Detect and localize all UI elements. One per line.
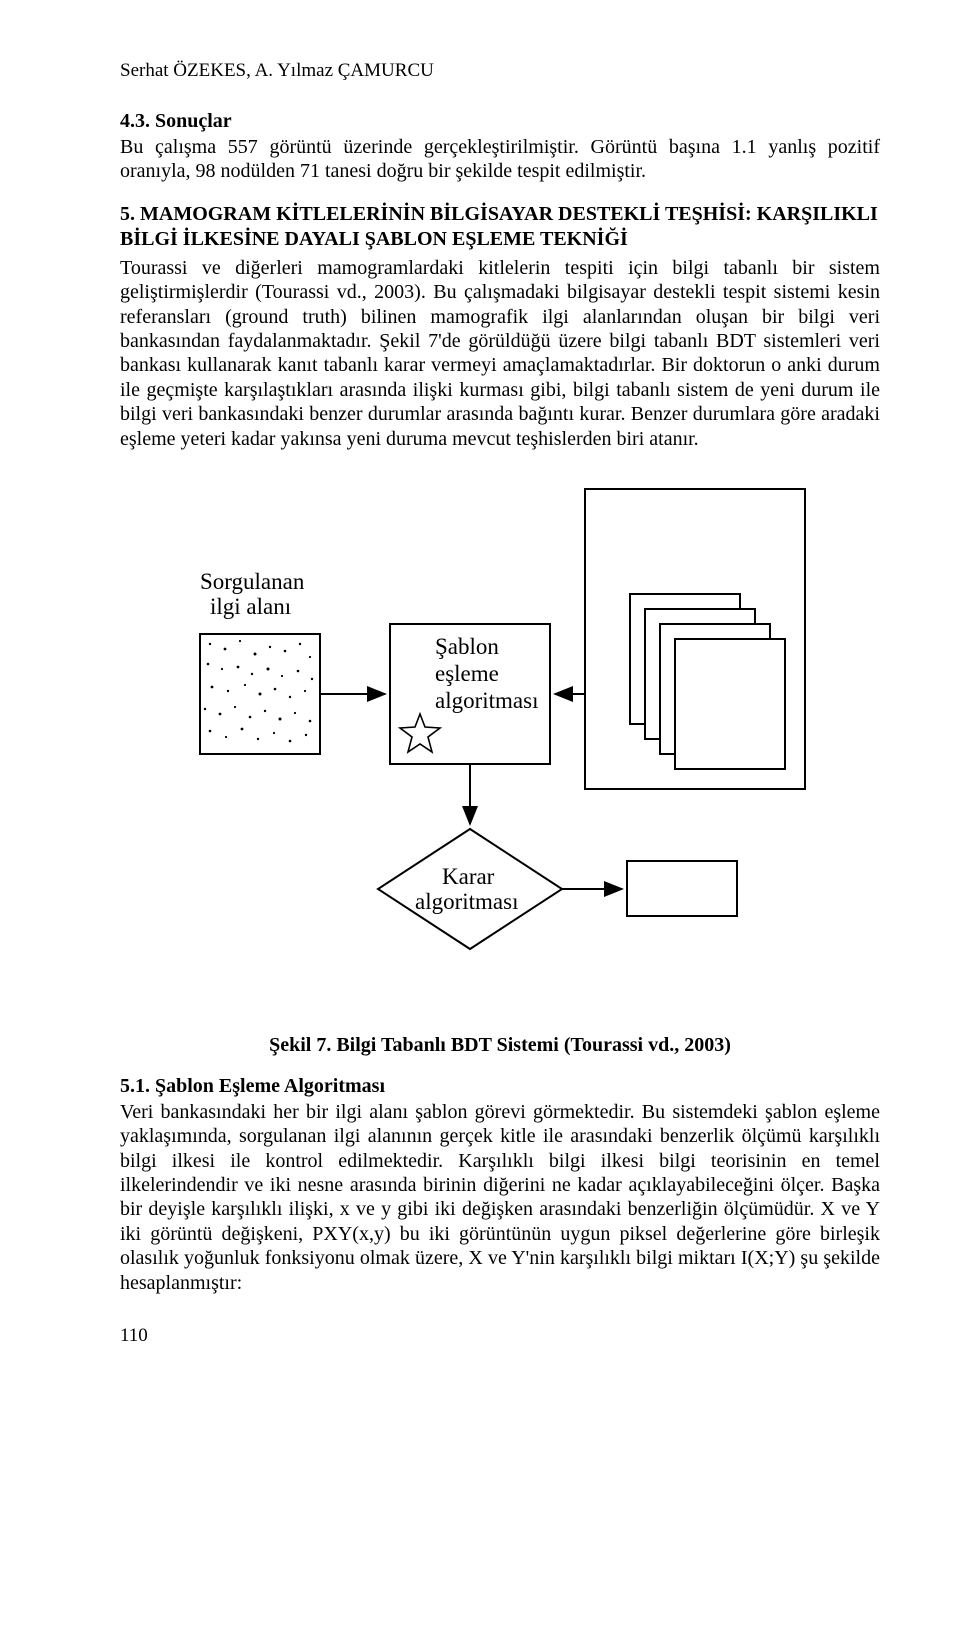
template-matching-box: Şablon eşleme algoritması — [390, 624, 550, 764]
section-5-1-heading: 5.1. Şablon Eşleme Algoritması — [120, 1075, 880, 1098]
template-box-line3: algoritması — [435, 688, 538, 713]
running-header: Serhat ÖZEKES, A. Yılmaz ÇAMURCU — [120, 60, 880, 82]
roi-square-icon — [200, 634, 320, 754]
decision-line2: algoritması — [415, 889, 518, 914]
section-5-heading: 5. MAMOGRAM KİTLELERİNİN BİLGİSAYAR DEST… — [120, 202, 880, 252]
page-number: 110 — [120, 1325, 880, 1347]
section-5-paragraph: Tourassi ve diğerleri mamogramlardaki ki… — [120, 256, 880, 451]
label-query-roi-line2: ilgi alanı — [210, 594, 291, 619]
decision-line1: Karar — [442, 864, 495, 889]
knowledge-bank-box — [585, 489, 805, 789]
template-box-line2: eşleme — [435, 661, 499, 686]
label-query-roi-line1: Sorgulanan — [200, 569, 305, 594]
figure-7-caption: Şekil 7. Bilgi Tabanlı BDT Sistemi (Tour… — [120, 1034, 880, 1057]
flowchart-svg: Sorgulanan ilgi alanı — [190, 469, 810, 1019]
section-4-3-paragraph: Bu çalışma 557 görüntü üzerinde gerçekle… — [120, 135, 880, 184]
section-4-3-heading: 4.3. Sonuçlar — [120, 110, 880, 133]
figure-7-diagram: Sorgulanan ilgi alanı — [190, 469, 810, 1024]
page-container: Serhat ÖZEKES, A. Yılmaz ÇAMURCU 4.3. So… — [0, 0, 960, 1387]
decision-diamond: Karar algoritması — [378, 829, 562, 949]
output-rect — [627, 861, 737, 916]
section-5-1-paragraph: Veri bankasındaki her bir ilgi alanı şab… — [120, 1100, 880, 1295]
template-box-line1: Şablon — [435, 634, 499, 659]
